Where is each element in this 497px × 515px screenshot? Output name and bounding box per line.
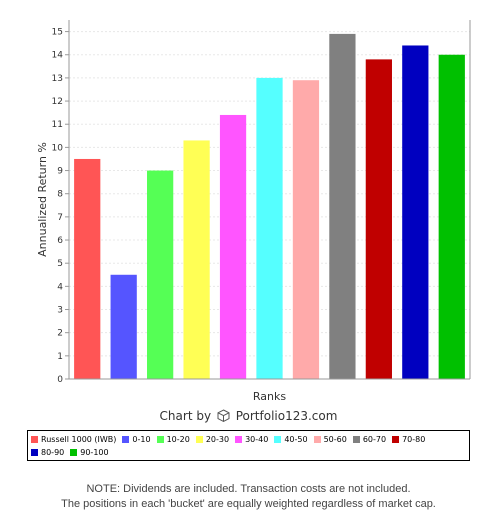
footnote-line-2: The positions in each 'bucket' are equal… [61,498,436,510]
bar-russell-1000-iwb[interactable] [74,158,101,379]
bar-10-20[interactable] [147,170,174,379]
legend-item[interactable]: 70-80 [392,433,425,446]
legend-swatch [313,436,321,443]
legend-swatch [31,449,38,456]
legend-swatch [352,436,360,443]
legend-label: 60-70 [362,435,387,444]
bar-80-90[interactable] [402,45,429,380]
legend-label: Russell 1000 (IWB) [41,435,117,444]
y-tick-label: 14 [52,51,64,61]
legend-item[interactable]: 80-90 [31,446,64,459]
legend-swatch [156,436,164,443]
x-axis-title: Ranks [253,390,286,403]
legend-label: 80-90 [41,448,65,457]
legend-item[interactable]: 30-40 [235,433,268,446]
credit-prefix: Chart by [159,409,212,423]
legend-label: 40-50 [284,435,308,444]
legend-item[interactable]: 0-10 [122,433,151,446]
chart-legend: Russell 1000 (IWB) 0-10 10-20 20-30 30-40 40-… [27,430,470,461]
footnote-line-1: NOTE: Dividends are included. Transactio… [86,483,411,495]
legend-item[interactable]: 40-50 [274,433,308,446]
legend-label: 20-30 [205,435,230,444]
y-tick-label: 0 [57,375,63,385]
cube-icon [217,409,230,425]
legend-item[interactable]: 10-20 [156,433,190,446]
y-tick-label: 11 [52,120,63,130]
bar-20-30[interactable] [183,140,210,379]
legend-label: 70-80 [402,435,426,444]
y-tick-label: 12 [52,97,63,107]
y-tick-label: 5 [57,259,63,269]
y-tick-label: 15 [52,28,63,38]
legend-item[interactable]: 50-60 [313,433,347,446]
y-tick-label: 7 [57,213,63,223]
legend-swatch [31,436,38,443]
credit-brand[interactable]: Portfolio123.com [235,409,338,423]
footnote: NOTE: Dividends are included. Transactio… [0,482,497,512]
y-axis-title: Annualized Return % [36,142,49,257]
bar-0-10[interactable] [110,274,137,379]
legend-item[interactable]: 90-100 [70,446,109,459]
y-tick-label: 4 [57,282,63,292]
y-tick-label: 13 [52,74,63,84]
bar-90-100[interactable] [438,54,465,379]
y-tick-label: 8 [57,190,63,200]
y-tick-label: 1 [57,352,63,362]
legend-swatch [235,436,243,443]
legend-item[interactable]: Russell 1000 (IWB) [31,433,116,446]
legend-label: 10-20 [166,435,190,444]
y-tick-label: 6 [57,236,63,246]
bar-30-40[interactable] [219,114,247,379]
legend-swatch [274,436,282,443]
legend-label: 30-40 [245,435,269,444]
legend-label: 90-100 [80,448,109,457]
y-tick-label: 9 [57,167,63,177]
y-tick-label: 10 [52,143,64,153]
legend-swatch [122,436,130,443]
y-tick-label: 2 [57,329,63,339]
legend-label: 0-10 [132,435,151,444]
bar-60-70[interactable] [329,33,356,379]
bar-40-50[interactable] [256,77,283,379]
bar-50-60[interactable] [292,80,320,379]
y-tick-label: 3 [57,306,63,316]
bars [74,33,465,380]
bar-70-80[interactable] [365,59,392,379]
legend-label: 50-60 [323,435,347,444]
legend-swatch [70,449,78,456]
legend-item[interactable]: 60-70 [352,433,387,446]
legend-swatch [195,436,203,443]
legend-item[interactable]: 20-30 [195,433,230,446]
legend-swatch [392,436,400,443]
chart-credit: Chart by Portfolio123.com [0,409,497,425]
